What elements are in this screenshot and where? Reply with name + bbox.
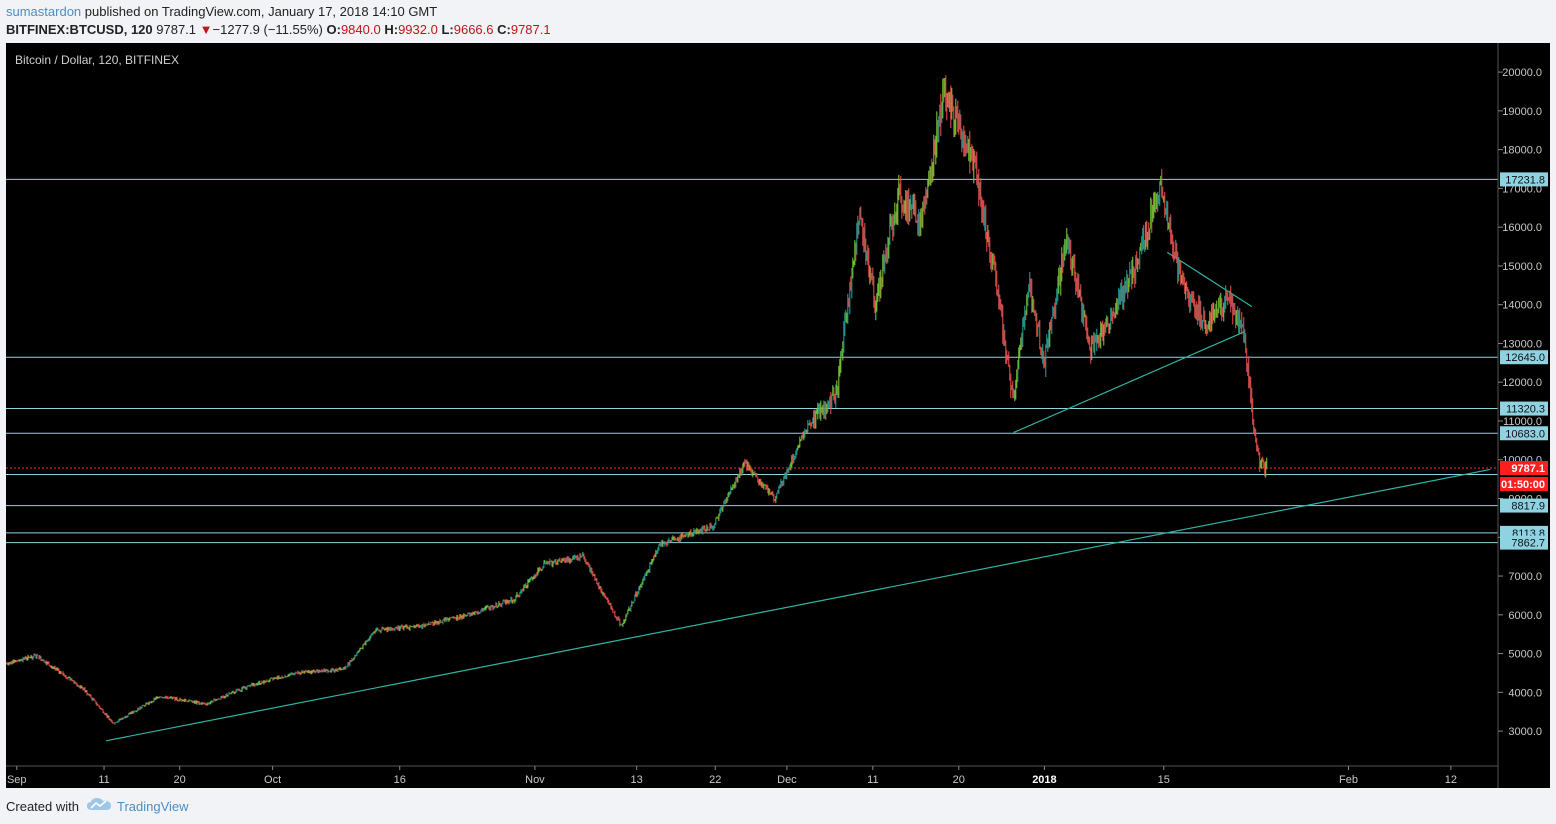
candles bbox=[6, 75, 1268, 725]
last-price: 9787.1 bbox=[156, 22, 197, 37]
level-label: 11320.3 bbox=[1506, 404, 1545, 416]
bar-countdown: 01:50:00 bbox=[1501, 479, 1545, 491]
author-link[interactable]: sumastardon bbox=[6, 4, 82, 19]
chart-area[interactable]: 3000.04000.05000.06000.07000.08000.09000… bbox=[6, 43, 1550, 788]
x-tick-label: 16 bbox=[394, 774, 406, 786]
time-axis[interactable]: Sep 11 20 Oct 16 Nov 13 22 Dec 11 20 2018 15 Feb 12 bbox=[7, 766, 1457, 786]
y-tick-label: 4000.0 bbox=[1508, 687, 1542, 699]
x-tick-label: 11 bbox=[98, 774, 109, 786]
y-tick-label: 11000.0 bbox=[1503, 416, 1542, 428]
y-tick-label: 19000.0 bbox=[1502, 106, 1542, 118]
level-label: 7862.7 bbox=[1511, 538, 1545, 550]
low-value: 9666.6 bbox=[453, 22, 494, 37]
high-label: H: bbox=[384, 22, 399, 37]
level-label-box bbox=[1500, 535, 1548, 550]
publish-line: sumastardon published on TradingView.com… bbox=[6, 4, 437, 19]
level-label-box bbox=[1500, 172, 1548, 187]
price-axis-labels: 17231.812645.011320.310683.08817.98113.8… bbox=[1500, 172, 1548, 550]
quote-line: BITFINEX:BTCUSD, 120 9787.1 ▼−1277.9 (−1… bbox=[6, 22, 551, 37]
level-label-box bbox=[1500, 401, 1548, 416]
x-tick-label: 20 bbox=[174, 774, 186, 786]
publish-text: published on TradingView.com, January 17… bbox=[84, 4, 438, 19]
x-tick-label: Dec bbox=[777, 774, 797, 786]
level-label-box bbox=[1500, 498, 1548, 513]
y-tick-label: 14000.0 bbox=[1502, 300, 1542, 312]
high-value: 9932.0 bbox=[398, 22, 438, 37]
tradingview-brand-link[interactable]: TradingView bbox=[117, 799, 189, 814]
x-tick-label: Feb bbox=[1339, 774, 1358, 786]
symbol-label: BITFINEX:BTCUSD, 120 bbox=[6, 22, 153, 37]
trend-line[interactable] bbox=[1013, 331, 1245, 434]
x-tick-label: 22 bbox=[709, 774, 721, 786]
chart-title: Bitcoin / Dollar, 120, BITFINEX bbox=[15, 53, 179, 67]
y-tick-label: 7000.0 bbox=[1508, 571, 1542, 583]
x-tick-label: Nov bbox=[525, 774, 545, 786]
level-label: 17231.8 bbox=[1505, 174, 1545, 186]
level-label-box bbox=[1500, 426, 1548, 441]
x-tick-label: Sep bbox=[7, 774, 27, 786]
x-tick-label: 13 bbox=[631, 774, 643, 786]
x-tick-label: 11 bbox=[867, 774, 878, 786]
countdown-box bbox=[1500, 476, 1548, 491]
close-label: C: bbox=[497, 22, 511, 37]
y-tick-label: 20000.0 bbox=[1502, 67, 1542, 79]
tradingview-cloud-icon[interactable] bbox=[86, 796, 112, 812]
y-tick-label: 12000.0 bbox=[1502, 377, 1542, 389]
y-tick-label: 16000.0 bbox=[1502, 222, 1542, 234]
low-label: L: bbox=[441, 22, 454, 37]
y-tick-label: 5000.0 bbox=[1508, 649, 1542, 661]
footer: Created with TradingView bbox=[0, 788, 1556, 824]
y-tick-label: 15000.0 bbox=[1502, 261, 1542, 273]
x-tick-label: Oct bbox=[264, 774, 281, 786]
chart-header: sumastardon published on TradingView.com… bbox=[0, 0, 1556, 42]
level-label-box bbox=[1500, 350, 1548, 365]
open-value: 9840.0 bbox=[340, 22, 381, 37]
price-change: −1277.9 (−11.55%) bbox=[212, 22, 323, 37]
down-arrow-icon: ▼ bbox=[199, 22, 213, 37]
y-tick-label: 3000.0 bbox=[1508, 726, 1542, 738]
created-with-text: Created with bbox=[6, 799, 79, 814]
last-price-box bbox=[1500, 460, 1548, 475]
price-chart[interactable]: 3000.04000.05000.06000.07000.08000.09000… bbox=[6, 43, 1550, 788]
level-label: 10683.0 bbox=[1505, 428, 1545, 440]
x-tick-label: 20 bbox=[953, 774, 965, 786]
close-value: 9787.1 bbox=[510, 22, 551, 37]
open-label: O: bbox=[326, 22, 341, 37]
trend-line[interactable] bbox=[1166, 251, 1253, 308]
level-label: 12645.0 bbox=[1505, 352, 1545, 364]
y-tick-label: 13000.0 bbox=[1502, 338, 1542, 350]
last-price-label: 9787.1 bbox=[1511, 463, 1545, 475]
y-tick-label: 18000.0 bbox=[1502, 145, 1542, 157]
x-tick-label: 12 bbox=[1445, 774, 1457, 786]
trend-line[interactable] bbox=[105, 468, 1491, 742]
x-tick-label: 15 bbox=[1158, 774, 1170, 786]
horizontal-levels bbox=[6, 178, 1498, 544]
x-tick-label: 2018 bbox=[1032, 774, 1056, 786]
y-tick-label: 6000.0 bbox=[1508, 610, 1542, 622]
level-label: 8817.9 bbox=[1511, 501, 1545, 513]
trend-lines bbox=[105, 251, 1491, 742]
